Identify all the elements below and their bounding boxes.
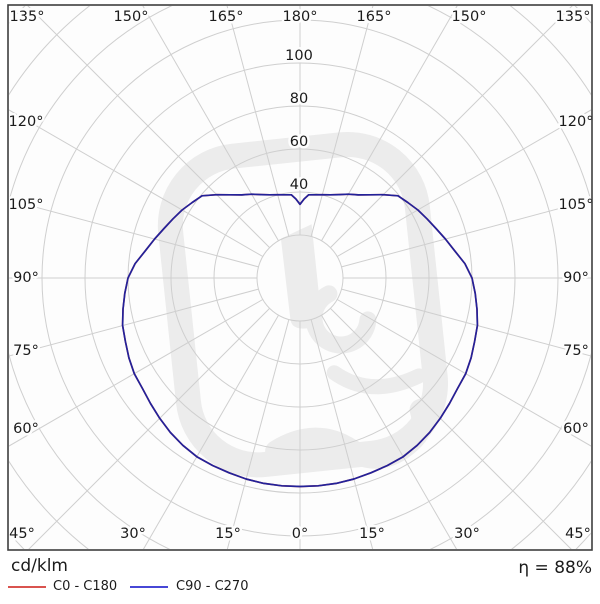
angle-label-top: 165° bbox=[357, 9, 392, 25]
grid-spoke bbox=[9, 199, 259, 268]
grid-spoke bbox=[142, 314, 279, 549]
grid-spoke bbox=[310, 319, 374, 549]
grid-spoke bbox=[330, 6, 573, 248]
angle-label-bottom: 0° bbox=[292, 526, 308, 542]
angle-label-left: 105° bbox=[9, 197, 44, 213]
angle-label-bottom: 15° bbox=[215, 526, 241, 542]
grid-spoke bbox=[226, 319, 290, 549]
grid-spoke bbox=[27, 6, 270, 248]
grid-spoke bbox=[310, 6, 374, 237]
curve-c90-c270 bbox=[121, 193, 479, 488]
grid-spoke bbox=[9, 109, 264, 257]
grid-spoke bbox=[142, 6, 279, 242]
angle-label-bottom: 15° bbox=[359, 526, 385, 542]
radial-tick-label: 60 bbox=[290, 134, 308, 150]
angle-label-top: 135° bbox=[556, 9, 591, 25]
grid-spoke bbox=[341, 288, 591, 357]
plot-frame bbox=[7, 4, 593, 551]
grid-spoke bbox=[28, 308, 270, 549]
angle-label-right: 75° bbox=[563, 343, 589, 359]
legend-label-c90-c270: C90 - C270 bbox=[176, 579, 249, 594]
distribution-curves bbox=[121, 193, 479, 488]
radial-tick-label: 100 bbox=[285, 48, 313, 64]
watermark-wave bbox=[265, 398, 434, 469]
radial-tick-label: 80 bbox=[290, 91, 308, 107]
angle-label-top: 150° bbox=[452, 9, 487, 25]
angle-label-top: 150° bbox=[114, 9, 149, 25]
legend-label-c0-c180: C0 - C180 bbox=[53, 579, 118, 594]
legend: C0 - C180 C90 - C270 bbox=[0, 578, 600, 598]
grid-spoke bbox=[9, 299, 264, 447]
radial-tick-label: 40 bbox=[290, 177, 308, 193]
unit-label: cd/klm bbox=[11, 556, 68, 576]
watermark-logo bbox=[157, 131, 449, 478]
angle-label-bottom: 30° bbox=[454, 526, 480, 542]
angle-label-top: 135° bbox=[10, 9, 45, 25]
grid-spoke bbox=[341, 199, 591, 268]
grid-spoke bbox=[321, 314, 458, 549]
angle-label-top: 180° bbox=[283, 9, 318, 25]
angle-label-bottom: 45° bbox=[565, 526, 591, 542]
angle-label-left: 60° bbox=[13, 421, 39, 437]
angle-label-left: 90° bbox=[13, 270, 39, 286]
watermark-smile bbox=[326, 365, 427, 395]
legend-line-c0-c180 bbox=[8, 586, 46, 588]
angle-label-bottom: 45° bbox=[9, 526, 35, 542]
legend-line-c90-c270 bbox=[130, 586, 168, 588]
grid-spoke bbox=[330, 308, 572, 549]
grid-spoke bbox=[226, 6, 290, 237]
grid-spoke bbox=[9, 288, 259, 357]
grid-spoke bbox=[336, 109, 591, 257]
angle-label-left: 75° bbox=[13, 343, 39, 359]
axis-labels: 135° 150° 165° 180° 165° 150° 135° 45° 30° 15° 0° 1… bbox=[6, 7, 596, 545]
watermark-hook bbox=[305, 285, 377, 354]
angle-label-left: 120° bbox=[9, 114, 44, 130]
grid-spoke bbox=[321, 6, 458, 242]
angle-label-bottom: 30° bbox=[120, 526, 146, 542]
angle-label-right: 120° bbox=[559, 114, 594, 130]
angle-label-right: 60° bbox=[563, 421, 589, 437]
angle-label-right: 90° bbox=[563, 270, 589, 286]
angle-label-top: 165° bbox=[209, 9, 244, 25]
grid-spoke bbox=[336, 299, 591, 447]
angle-label-right: 105° bbox=[559, 197, 594, 213]
efficiency-value: η = 88% bbox=[518, 558, 592, 578]
watermark-ring bbox=[157, 131, 449, 478]
